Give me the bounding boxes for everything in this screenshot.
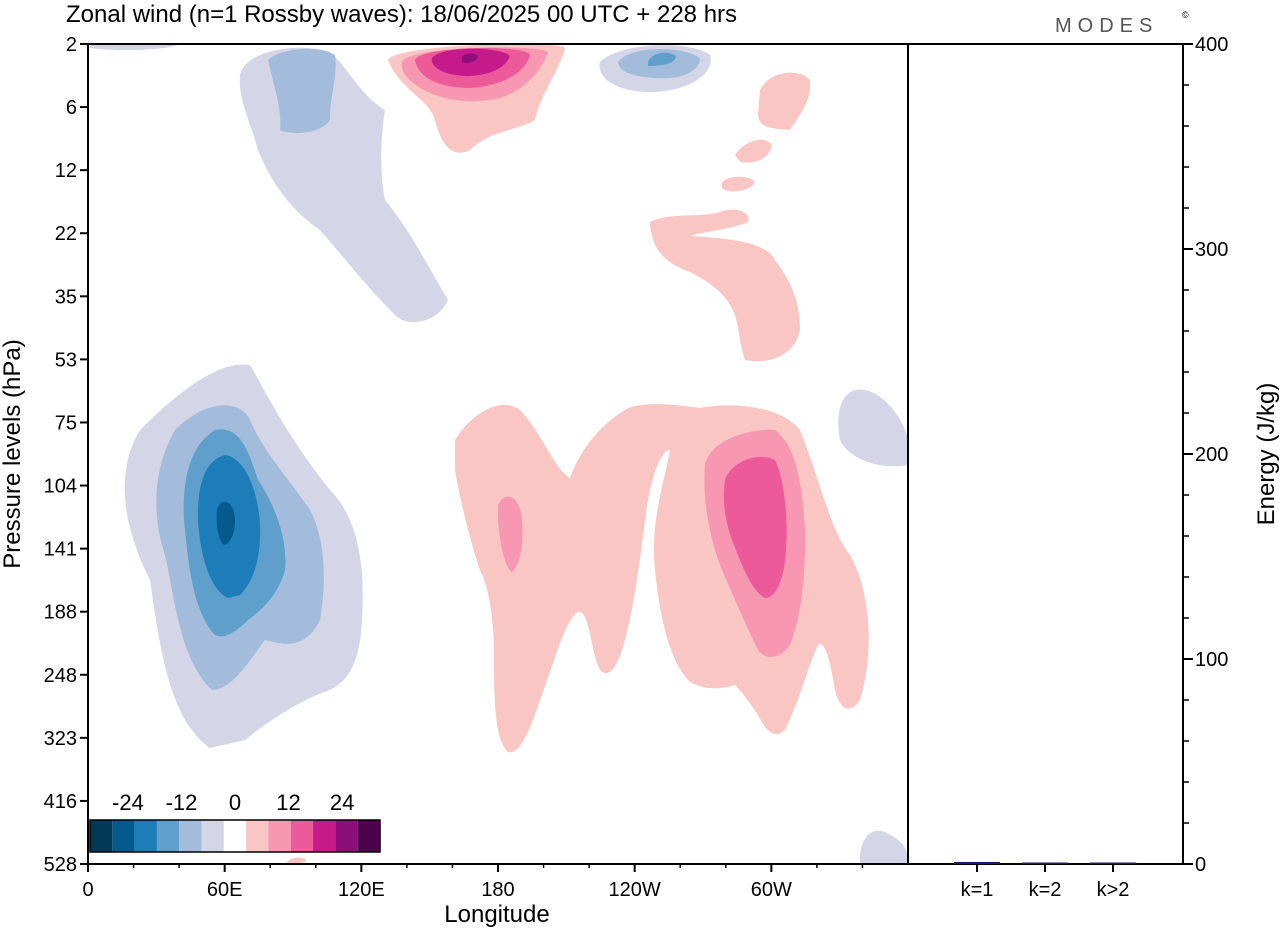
bar-category-label: k>2 bbox=[1097, 879, 1130, 901]
x-tick-label: 180 bbox=[481, 879, 514, 901]
colorbar-swatch bbox=[290, 820, 314, 852]
energy-axis-ticks: 0 100 200 300 400 bbox=[1183, 34, 1228, 876]
colorbar-swatch bbox=[246, 820, 269, 852]
contour-neg-lavender-corner bbox=[859, 830, 908, 864]
x-tick-label: 60W bbox=[751, 879, 792, 901]
x-tick-label: 0 bbox=[82, 879, 93, 901]
contour-neg-dark-blue-low bbox=[216, 502, 235, 545]
colorbar bbox=[89, 819, 381, 853]
colorbar-tick-label: -24 bbox=[112, 790, 144, 815]
contour-pos-purple-top bbox=[462, 53, 478, 63]
brand-mark: © bbox=[1182, 10, 1189, 20]
energy-tick-label: 300 bbox=[1195, 239, 1228, 261]
colorbar-swatch bbox=[223, 820, 247, 852]
contour-pos-hot-pink-low-right bbox=[723, 456, 787, 598]
contour-field bbox=[90, 44, 908, 864]
contour-pos-magenta-top bbox=[431, 48, 510, 76]
contour-pos-streak-2 bbox=[735, 139, 772, 163]
x-tick-label: 60E bbox=[207, 879, 243, 901]
colorbar-tick-label: 12 bbox=[276, 790, 300, 815]
colorbar-swatch bbox=[156, 820, 180, 852]
y-tick-label: 323 bbox=[44, 728, 77, 750]
y-tick-label: 104 bbox=[44, 476, 77, 498]
brand-logo: MODES bbox=[1055, 15, 1158, 37]
x-axis-label: Longitude bbox=[444, 901, 549, 928]
y-tick-label: 416 bbox=[44, 791, 77, 813]
contour-pos-streak-4 bbox=[650, 209, 800, 362]
energy-tick-label: 0 bbox=[1195, 854, 1206, 876]
energy-tick-label: 400 bbox=[1195, 34, 1228, 56]
colorbar-labels: -24 -12 0 12 24 bbox=[112, 790, 354, 815]
energy-bar-labels: k=1 k=2 k>2 bbox=[961, 864, 1130, 901]
x-tick-label: 120W bbox=[609, 879, 661, 901]
y-tick-label: 248 bbox=[44, 665, 77, 687]
contour-neg-mid-blue-top-mid bbox=[648, 52, 676, 66]
colorbar-swatch bbox=[112, 820, 135, 852]
y-tick-label: 6 bbox=[66, 97, 77, 119]
bar-category-label: k=2 bbox=[1029, 879, 1062, 901]
energy-axis-label: Energy (J/kg) bbox=[1253, 383, 1280, 526]
energy-bar-3 bbox=[1090, 862, 1136, 864]
chart-title: Zonal wind (n=1 Rossby waves): 18/06/202… bbox=[66, 1, 737, 28]
contour-pos-streak-1 bbox=[758, 72, 811, 130]
y-tick-label: 22 bbox=[55, 223, 77, 245]
y-tick-label: 12 bbox=[55, 160, 77, 182]
contour-pos-small-bottom bbox=[286, 857, 307, 864]
energy-bar-1 bbox=[954, 861, 1000, 864]
contour-neg-lavender-right-low bbox=[838, 389, 908, 467]
energy-tick-label: 200 bbox=[1195, 444, 1228, 466]
energy-bar-2 bbox=[1022, 862, 1068, 864]
contour-pos-pink-low bbox=[455, 404, 869, 753]
colorbar-swatch bbox=[335, 820, 358, 852]
colorbar-swatch bbox=[201, 820, 224, 852]
y-axis-label: Pressure levels (hPa) bbox=[0, 339, 26, 568]
energy-bars bbox=[954, 861, 1136, 864]
x-axis-ticks: 0 60E 120E 180 120W 60W bbox=[82, 864, 864, 901]
y-tick-label: 2 bbox=[66, 34, 77, 56]
colorbar-tick-label: 24 bbox=[330, 790, 354, 815]
y-tick-label: 53 bbox=[55, 349, 77, 371]
y-tick-label: 141 bbox=[44, 539, 77, 561]
energy-tick-label: 100 bbox=[1195, 649, 1228, 671]
colorbar-swatch bbox=[313, 820, 336, 852]
y-axis-ticks: 2 6 12 22 35 53 75 104 141 188 248 323 416 528 bbox=[44, 34, 88, 876]
colorbar-tick-label: 0 bbox=[229, 790, 241, 815]
contour-neg-light-blue-plume bbox=[268, 48, 336, 133]
colorbar-swatch bbox=[268, 820, 291, 852]
colorbar-tick-label: -12 bbox=[166, 790, 198, 815]
colorbar-swatch bbox=[134, 820, 157, 852]
contour-pos-rose-low-left bbox=[498, 496, 523, 572]
contour-pos-streak-3 bbox=[722, 176, 755, 192]
y-tick-label: 75 bbox=[55, 412, 77, 434]
y-tick-label: 188 bbox=[44, 602, 77, 624]
bar-category-label: k=1 bbox=[961, 879, 994, 901]
contour-neg-lavender-top bbox=[90, 44, 180, 51]
y-tick-label: 528 bbox=[44, 854, 77, 876]
colorbar-swatch bbox=[90, 820, 113, 852]
x-tick-label: 120E bbox=[338, 879, 385, 901]
colorbar-outline bbox=[89, 819, 381, 853]
colorbar-swatch bbox=[357, 820, 380, 852]
y-tick-label: 35 bbox=[55, 286, 77, 308]
colorbar-swatch bbox=[179, 820, 202, 852]
